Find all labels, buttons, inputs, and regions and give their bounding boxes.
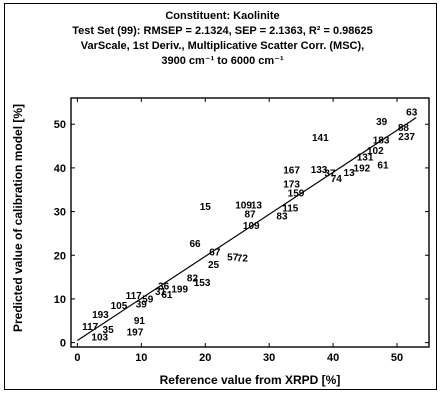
- data-point-label: 83: [276, 211, 288, 222]
- data-point-label: 117: [126, 291, 143, 302]
- data-point-label: 13: [344, 168, 356, 179]
- data-point-label: 133: [311, 165, 328, 176]
- data-point-label: 35: [103, 325, 115, 336]
- data-point-label: 63: [406, 107, 418, 118]
- data-point-label: 61: [377, 160, 389, 171]
- y-tick-label: 0: [60, 338, 66, 350]
- y-tick-label: 50: [54, 119, 66, 131]
- data-point-label: 167: [283, 166, 300, 177]
- data-point-label: 192: [354, 163, 371, 174]
- y-tick-label: 40: [54, 163, 66, 175]
- data-point-label: 57: [227, 253, 239, 264]
- data-point-label: 102: [367, 146, 384, 157]
- data-point-label: 117: [82, 322, 99, 333]
- data-point-label: 109: [235, 201, 252, 212]
- data-point-label: 13: [251, 201, 263, 212]
- x-tick-label: 50: [391, 352, 403, 364]
- data-point-label: 183: [373, 135, 390, 146]
- data-point-label: 66: [189, 239, 201, 250]
- data-point-label: 153: [194, 278, 211, 289]
- plot-area: [70, 97, 430, 348]
- data-point-label: 31: [155, 287, 167, 298]
- chart-title-wavenumber-range: 3900 cm⁻¹ to 6000 cm⁻¹: [161, 55, 284, 67]
- y-axis-title: Predicted value of calibration model [%]: [11, 104, 25, 332]
- data-point-label: 67: [209, 247, 221, 258]
- data-point-label: 197: [127, 328, 144, 339]
- data-point-label: 88: [398, 123, 410, 134]
- data-point-label: 105: [111, 301, 128, 312]
- x-tick-label: 10: [135, 352, 147, 364]
- y-tick-label: 30: [54, 207, 66, 219]
- data-point-label: 36: [158, 281, 170, 292]
- x-tick-label: 40: [327, 352, 339, 364]
- y-tick-label: 20: [54, 250, 66, 262]
- chart-frame: [4, 3, 437, 390]
- data-point-label: 193: [92, 310, 109, 321]
- regression-line: [77, 117, 417, 341]
- data-point-label: 74: [331, 174, 343, 185]
- data-point-label: 199: [171, 284, 188, 295]
- data-point-label: 37: [324, 169, 336, 180]
- chart-title-preprocessing: VarScale, 1st Deriv., Multiplicative Sca…: [80, 40, 365, 52]
- data-point-label: 173: [283, 180, 300, 191]
- data-point-label: 72: [237, 253, 249, 264]
- data-point-label: 61: [161, 290, 173, 301]
- data-point-label: 15: [200, 202, 212, 213]
- chart-title-constituent: Constituent: Kaolinite: [165, 10, 280, 22]
- x-tick-label: 0: [74, 352, 80, 364]
- data-point-label: 82: [187, 273, 199, 284]
- data-point-label: 109: [243, 221, 260, 232]
- data-point-label: 39: [376, 117, 388, 128]
- data-point-label: 141: [312, 133, 329, 144]
- chart-title-statistics: Test Set (99): RMSEP = 2.1324, SEP = 2.1…: [72, 25, 373, 37]
- data-point-label: 91: [134, 316, 146, 327]
- data-point-label: 103: [91, 332, 108, 343]
- x-tick-label: 20: [199, 352, 211, 364]
- data-point-label: 159: [288, 189, 305, 200]
- data-point-label: 237: [398, 132, 415, 143]
- data-point-label: 87: [244, 209, 256, 220]
- data-point-label: 39: [136, 300, 148, 311]
- x-axis-title: Reference value from XRPD [%]: [160, 373, 341, 387]
- y-tick-label: 10: [54, 294, 66, 306]
- data-point-label: 59: [142, 294, 154, 305]
- data-point-label: 25: [208, 260, 220, 271]
- data-point-label: 115: [282, 204, 299, 215]
- x-tick-label: 30: [263, 352, 275, 364]
- data-point-label: 131: [357, 152, 374, 163]
